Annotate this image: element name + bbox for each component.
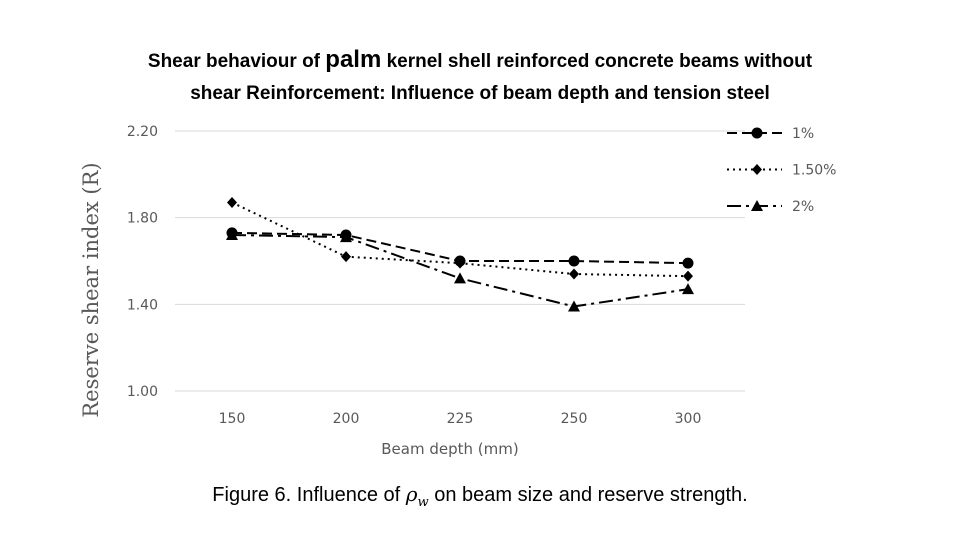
- x-tick-label: 150: [219, 411, 246, 427]
- data-point: [341, 251, 351, 262]
- x-tick-label: 300: [675, 411, 702, 427]
- series-2: [227, 197, 693, 282]
- y-tick-label: 1.80: [127, 211, 158, 227]
- legend-marker: [752, 164, 762, 175]
- series-group: [226, 197, 694, 312]
- data-point: [227, 197, 237, 208]
- rho-letter: ρ: [406, 482, 418, 506]
- x-axis-label: Beam depth (mm): [381, 440, 518, 458]
- legend-label: 2%: [792, 199, 814, 215]
- series-3: [226, 229, 694, 312]
- y-tick-label: 1.40: [127, 297, 158, 313]
- data-point: [683, 258, 694, 269]
- caption-text-before: Figure 6. Influence of: [212, 484, 405, 506]
- legend-marker: [752, 128, 763, 139]
- legend-item-1: 1%: [727, 126, 814, 142]
- figure-caption: Figure 6. Influence of ρw on beam size a…: [0, 482, 960, 510]
- series-line: [232, 235, 688, 307]
- x-tick-label: 250: [561, 411, 588, 427]
- y-axis-ticks: 1.00 1.40 1.80 2.20: [127, 124, 158, 400]
- data-point: [569, 256, 580, 267]
- y-tick-label: 1.00: [127, 384, 158, 400]
- x-axis-ticks: 150 200 225 250 300: [219, 411, 702, 427]
- x-tick-label: 225: [447, 411, 474, 427]
- x-tick-label: 200: [333, 411, 360, 427]
- rho-symbol: ρw: [406, 482, 429, 506]
- y-tick-label: 2.20: [127, 124, 158, 140]
- legend-label: 1%: [792, 126, 814, 142]
- legend-item-3: 2%: [727, 199, 814, 215]
- legend-item-2: 1.50%: [727, 163, 836, 179]
- data-point: [683, 271, 693, 282]
- legend: 1% 1.50% 2%: [727, 126, 836, 215]
- data-point: [682, 283, 694, 294]
- y-axis-label: Reserve shear index (R): [79, 162, 103, 417]
- rho-subscript: w: [418, 495, 429, 510]
- data-point: [454, 272, 466, 283]
- data-point: [569, 269, 579, 280]
- legend-label: 1.50%: [792, 163, 836, 179]
- caption-text-after: on beam size and reserve strength.: [429, 484, 748, 506]
